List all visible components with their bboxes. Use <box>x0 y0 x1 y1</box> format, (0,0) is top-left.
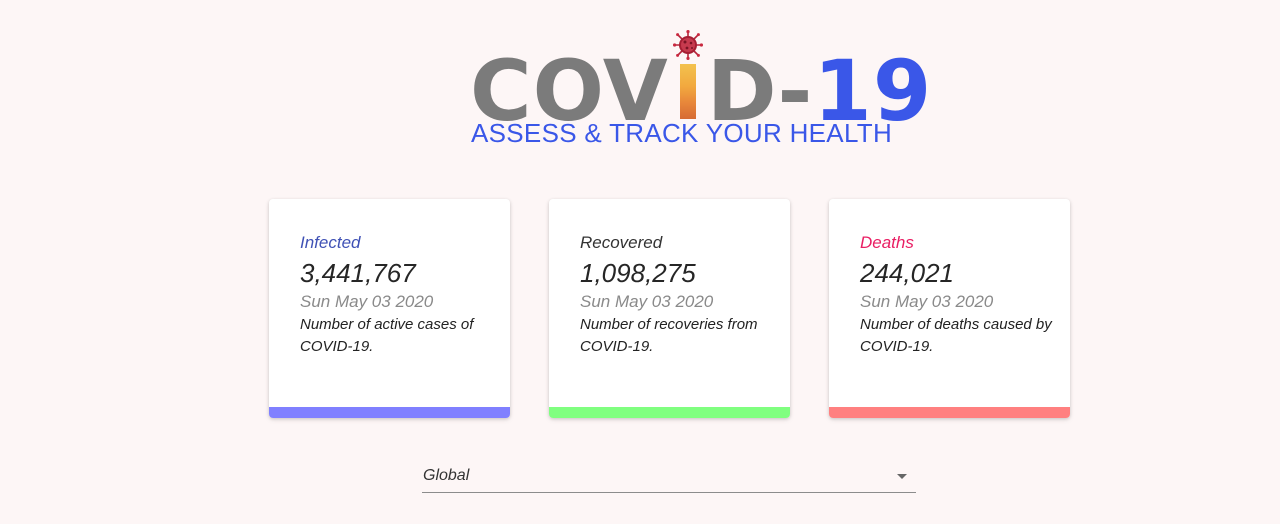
country-select-value: Global <box>423 467 470 484</box>
logo-title: COV <box>470 30 932 140</box>
infected-card: Infected 3,441,767 Sun May 03 2020 Numbe… <box>269 199 510 418</box>
deaths-color-bar <box>829 407 1070 418</box>
logo-word-part-1: COV <box>470 42 669 140</box>
recovered-date: Sun May 03 2020 <box>580 292 714 311</box>
app-logo: COV <box>460 30 931 160</box>
recovered-count: 1,098,275 <box>580 258 696 288</box>
recovered-title: Recovered <box>580 233 663 252</box>
infected-card-body: Infected 3,441,767 Sun May 03 2020 Numbe… <box>300 233 492 358</box>
recovered-card: Recovered 1,098,275 Sun May 03 2020 Numb… <box>549 199 790 418</box>
infected-title: Infected <box>300 233 361 252</box>
logo-number: 19 <box>813 42 933 140</box>
logo-i-bar <box>679 64 696 119</box>
virus-icon <box>672 30 703 60</box>
deaths-card-body: Deaths 244,021 Sun May 03 2020 Number of… <box>860 233 1052 358</box>
logo-dash: - <box>777 42 814 140</box>
country-select[interactable]: Global <box>422 459 916 493</box>
deaths-title: Deaths <box>860 233 914 252</box>
infected-description: Number of active cases of COVID-19. <box>300 316 474 355</box>
deaths-date: Sun May 03 2020 <box>860 292 994 311</box>
recovered-color-bar <box>549 407 790 418</box>
logo-subtitle: ASSESS & TRACK YOUR HEALTH <box>471 118 893 148</box>
deaths-card: Deaths 244,021 Sun May 03 2020 Number of… <box>829 199 1070 418</box>
deaths-count: 244,021 <box>860 258 954 288</box>
infected-color-bar <box>269 407 510 418</box>
recovered-description: Number of recoveries from COVID-19. <box>580 316 758 355</box>
logo-i-letter <box>671 30 705 120</box>
arrow-drop-down-icon[interactable] <box>897 474 907 479</box>
infected-date: Sun May 03 2020 <box>300 292 434 311</box>
logo-word-part-2: D <box>706 42 778 140</box>
infected-count: 3,441,767 <box>300 258 416 288</box>
deaths-description: Number of deaths caused by COVID-19. <box>860 316 1052 355</box>
recovered-card-body: Recovered 1,098,275 Sun May 03 2020 Numb… <box>580 233 772 358</box>
